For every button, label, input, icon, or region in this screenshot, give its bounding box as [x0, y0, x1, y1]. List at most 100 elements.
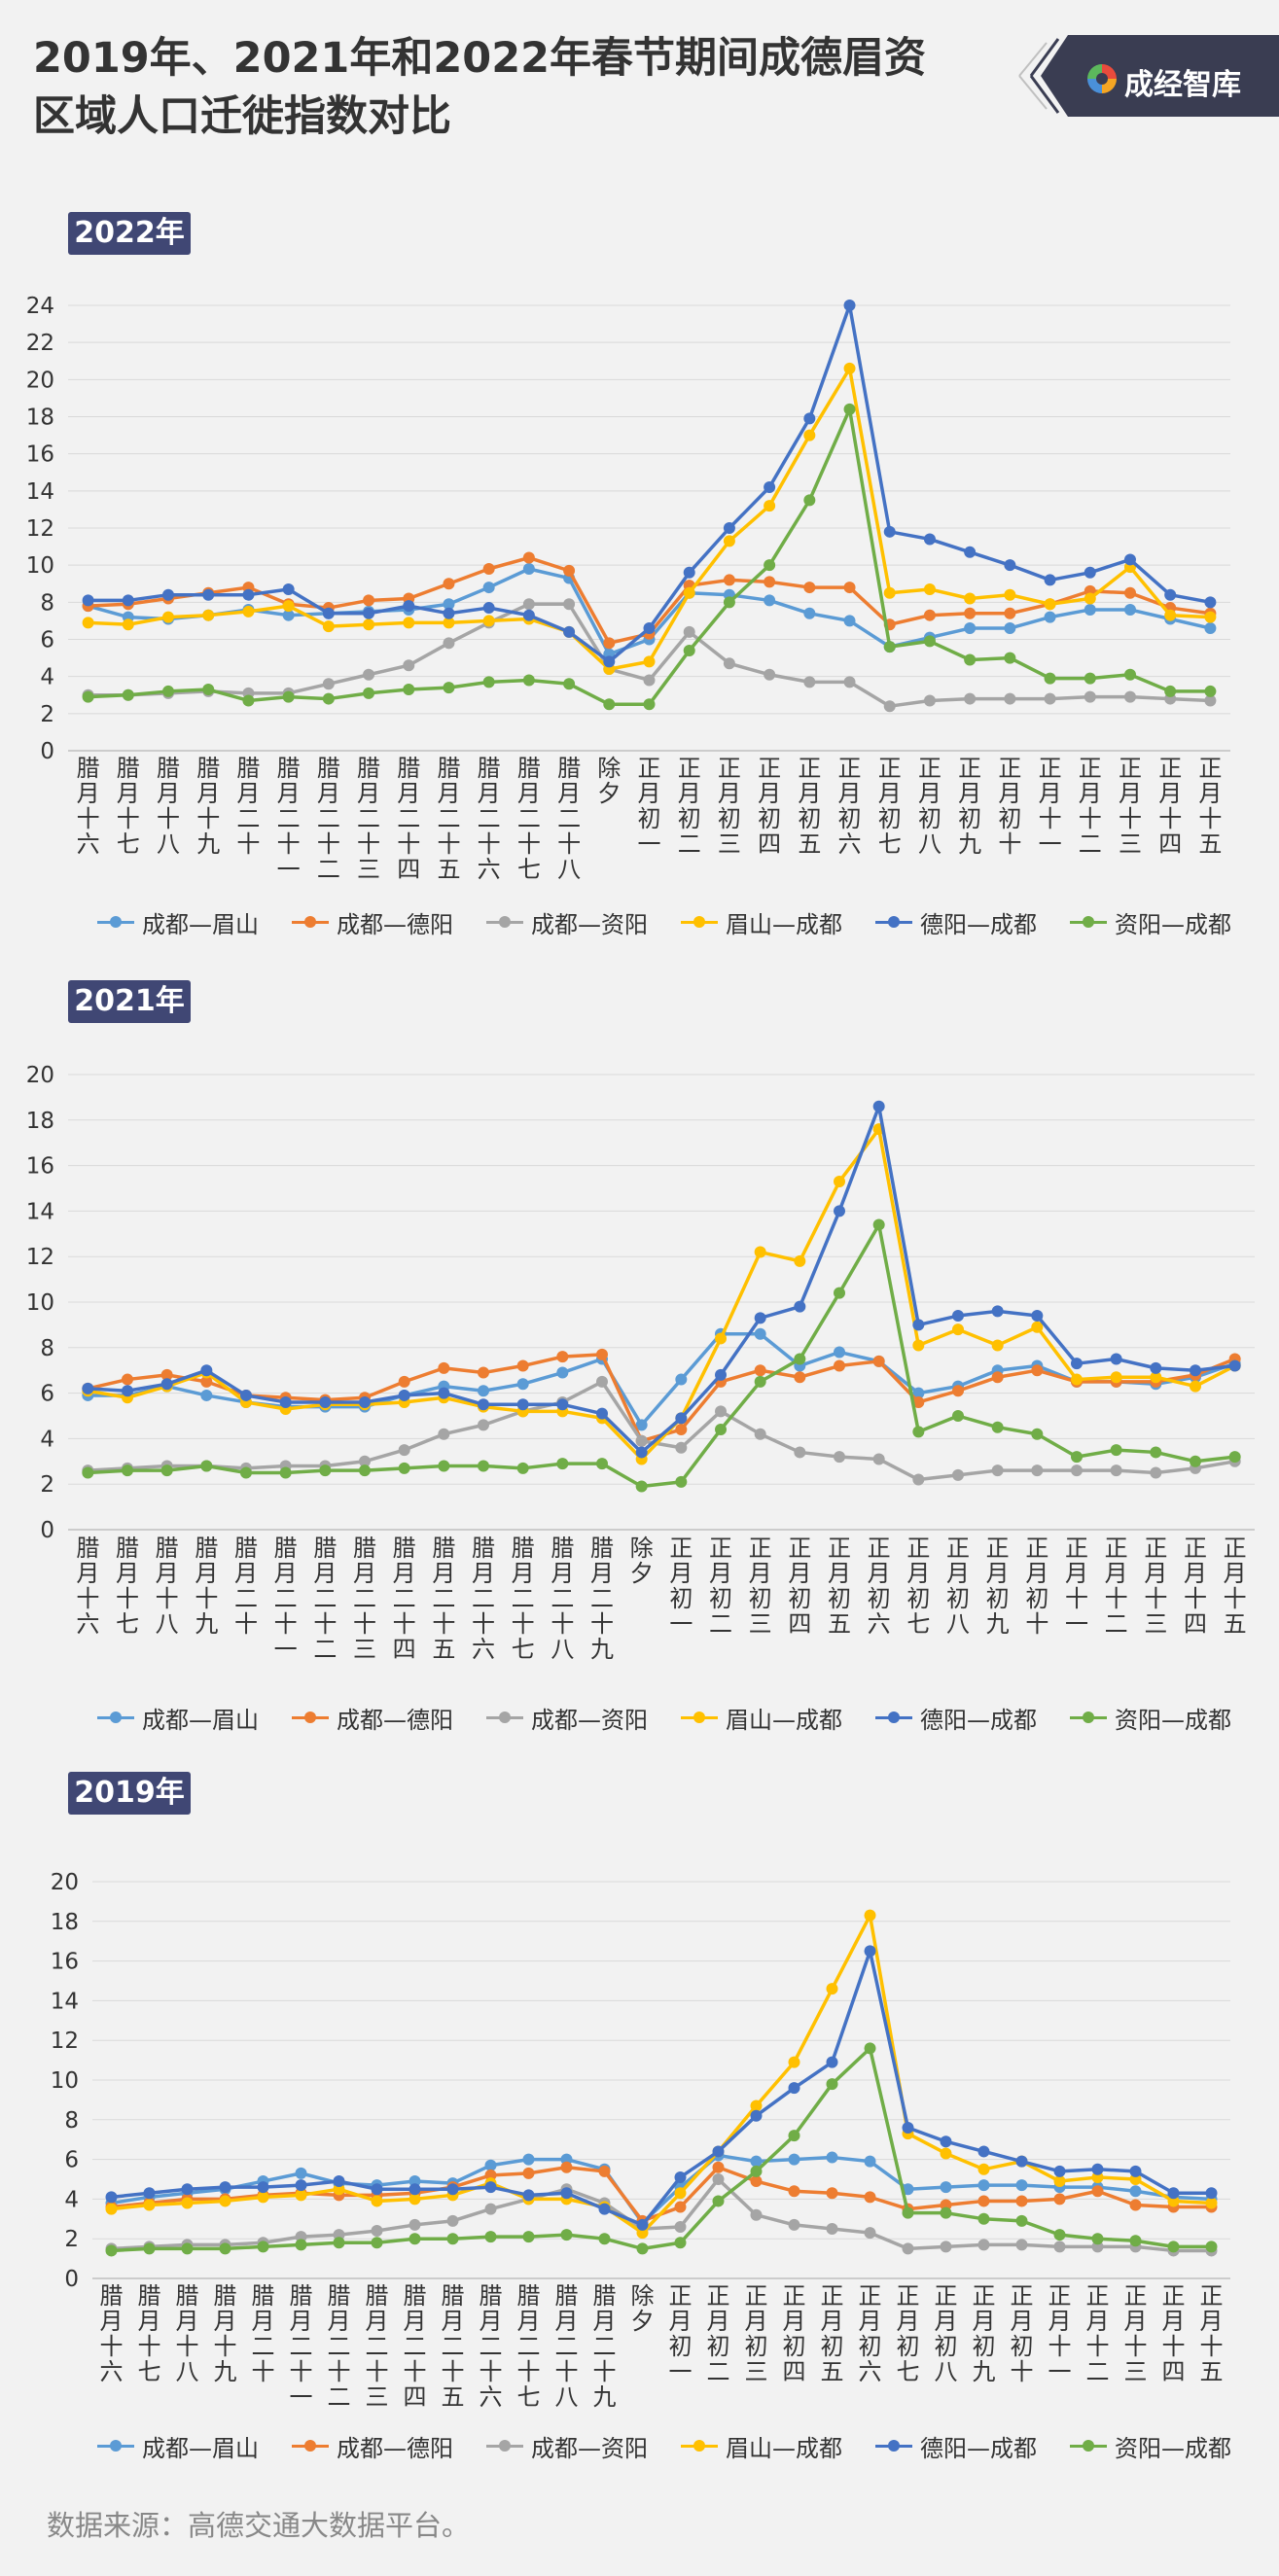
brand-badge-shape — [1018, 35, 1279, 117]
data-point — [556, 1351, 569, 1363]
data-point — [1053, 2165, 1066, 2177]
data-point — [1123, 603, 1136, 616]
data-point — [143, 2187, 156, 2200]
data-point — [1071, 1358, 1083, 1370]
data-point — [181, 2197, 194, 2209]
data-point — [257, 2181, 269, 2194]
data-point — [834, 1451, 845, 1464]
data-point — [122, 688, 134, 701]
data-point — [1031, 1310, 1044, 1323]
chart-2019-legend: 成都—眉山 成都—德阳 成都—资阳 眉山—成都 德阳—成都 资阳—成都 — [97, 2426, 1279, 2465]
data-point — [1031, 1364, 1044, 1377]
data-point — [240, 1466, 252, 1479]
legend-label: 资阳—成都 — [1115, 910, 1231, 938]
series-line-4 — [88, 1105, 1235, 1455]
page-title: 2019年、2021年和2022年春节期间成德眉资 区域人口迁徙指数对比 — [33, 29, 1006, 146]
data-point — [1204, 694, 1217, 707]
data-point — [788, 2130, 800, 2142]
data-point — [279, 1395, 292, 1408]
series-line-3 — [88, 1127, 1236, 1462]
x-tick-label: 正月初七 — [906, 1535, 930, 1638]
x-tick-label: 腊月二十四 — [397, 755, 420, 883]
x-tick-label: 腊月二十六 — [472, 1535, 495, 1663]
x-tick-label: 正月十三 — [1119, 755, 1142, 858]
data-point — [872, 1453, 885, 1465]
data-point — [1110, 1353, 1122, 1365]
x-tick-label: 正月十五 — [1200, 2282, 1224, 2385]
x-tick-label: 腊月十六 — [77, 755, 100, 858]
data-point — [1091, 2185, 1104, 2198]
data-point — [1150, 1361, 1162, 1374]
data-point — [1044, 692, 1056, 705]
series-line-5 — [88, 1222, 1235, 1489]
data-point — [484, 2181, 497, 2194]
brand-icon — [1087, 64, 1117, 93]
data-point — [635, 1480, 648, 1493]
data-point — [977, 2163, 990, 2175]
legend-item: 眉山—成都 — [681, 1698, 842, 1737]
x-tick-label: 腊月二十九 — [593, 2282, 617, 2411]
x-tick-label: 正月初四 — [758, 755, 781, 858]
data-point — [482, 676, 495, 688]
data-point — [563, 598, 576, 611]
data-point — [794, 1300, 806, 1313]
data-point — [219, 2195, 231, 2207]
data-point — [1205, 2197, 1218, 2209]
data-point — [143, 2199, 156, 2211]
data-point — [674, 2237, 687, 2249]
data-point — [964, 546, 977, 558]
data-point — [82, 594, 94, 607]
data-point — [864, 2042, 876, 2055]
data-point — [1091, 2163, 1104, 2175]
data-point — [556, 1398, 569, 1411]
data-point — [403, 659, 415, 672]
legend-swatch — [486, 2436, 523, 2455]
data-point — [977, 2145, 990, 2158]
x-tick-label: 正月初六 — [859, 2282, 882, 2385]
data-point — [598, 2203, 611, 2215]
data-point — [803, 607, 816, 619]
data-point — [834, 1287, 845, 1299]
legend-label: 德阳—成都 — [920, 2434, 1037, 2462]
chart-2022-badge: 2022年 — [68, 212, 191, 255]
data-point — [636, 2218, 649, 2231]
y-tick-label: 8 — [40, 590, 54, 616]
data-point — [883, 641, 896, 653]
x-tick-label: 正月初七 — [878, 755, 902, 858]
data-point — [398, 1375, 410, 1388]
data-point — [991, 1464, 1004, 1477]
data-point — [675, 1412, 688, 1425]
legend-label: 眉山—成都 — [726, 2434, 842, 2462]
data-point — [977, 2195, 990, 2207]
data-point — [482, 562, 495, 575]
x-tick-label: 腊月十六 — [100, 2282, 124, 2385]
x-tick-label: 正月初五 — [821, 2282, 844, 2385]
y-tick-label: 6 — [64, 2148, 79, 2173]
data-point — [598, 2165, 611, 2177]
x-tick-label: 腊月二十八 — [557, 755, 581, 883]
data-point — [596, 1407, 608, 1420]
data-point — [864, 1909, 876, 1922]
x-tick-label: 腊月二十二 — [317, 755, 340, 883]
x-tick-label: 正月初八 — [935, 2282, 958, 2385]
data-point — [403, 600, 415, 613]
data-point — [1167, 2241, 1180, 2253]
x-tick-label: 腊月二十八 — [555, 2282, 579, 2411]
data-point — [556, 1458, 569, 1470]
x-tick-label: 正月初三 — [745, 2282, 768, 2385]
data-point — [443, 578, 455, 590]
x-tick-label: 腊月二十八 — [551, 1535, 574, 1663]
data-point — [319, 1395, 332, 1408]
data-point — [596, 1375, 608, 1388]
data-point — [603, 698, 616, 711]
data-point — [363, 618, 375, 631]
data-point — [122, 1373, 133, 1386]
data-point — [478, 1366, 489, 1379]
data-point — [635, 1446, 648, 1459]
data-point — [478, 1419, 489, 1431]
y-tick-label: 0 — [64, 2267, 79, 2292]
data-point — [333, 2237, 345, 2249]
legend-label: 成都—资阳 — [531, 910, 648, 938]
data-point — [715, 1368, 727, 1381]
data-point — [683, 566, 695, 579]
